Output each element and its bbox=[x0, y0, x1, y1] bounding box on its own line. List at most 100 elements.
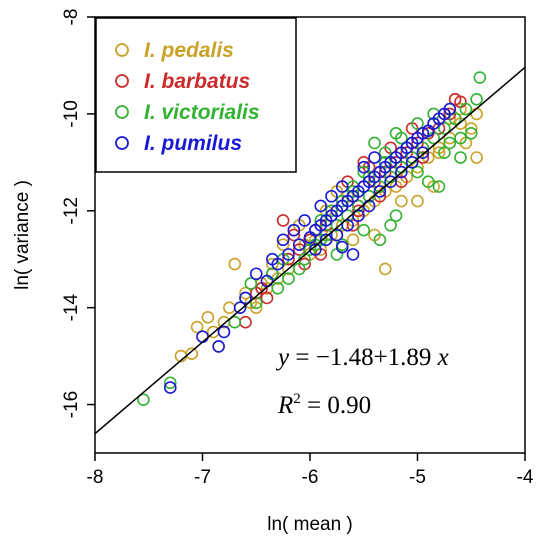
data-point bbox=[378, 156, 392, 169]
legend-marker bbox=[115, 136, 129, 150]
equation-var: x bbox=[437, 344, 449, 371]
data-point bbox=[357, 156, 371, 169]
data-point bbox=[411, 165, 424, 179]
regression-equation: y = −1.48+1.89 x bbox=[275, 344, 449, 371]
data-point bbox=[341, 219, 354, 232]
data-point bbox=[416, 141, 430, 155]
data-point bbox=[384, 219, 397, 232]
data-point bbox=[233, 301, 247, 314]
data-point bbox=[470, 93, 483, 106]
data-point bbox=[346, 248, 360, 261]
equation-lhs: y bbox=[275, 344, 290, 371]
data-point bbox=[470, 107, 483, 121]
data-point bbox=[282, 272, 295, 285]
data-point bbox=[432, 146, 446, 159]
data-point bbox=[185, 347, 199, 360]
data-point bbox=[368, 151, 381, 164]
data-point bbox=[292, 262, 306, 276]
data-point bbox=[298, 214, 311, 227]
data-point bbox=[325, 189, 338, 203]
data-point bbox=[303, 243, 317, 256]
data-point bbox=[190, 320, 204, 334]
data-point bbox=[470, 151, 483, 164]
series-i-pumilus bbox=[163, 102, 457, 394]
y-tick-label: -8 bbox=[61, 9, 82, 26]
x-tick-label: -4 bbox=[517, 467, 534, 488]
legend: I. pedalis I. barbatus I. victorialis I. pu… bbox=[95, 17, 297, 173]
x-tick-label: -7 bbox=[194, 467, 211, 488]
data-point bbox=[438, 122, 451, 135]
legend-marker bbox=[115, 74, 129, 88]
data-point bbox=[378, 146, 392, 159]
y-tick-label: -16 bbox=[61, 391, 82, 418]
data-point bbox=[137, 393, 150, 407]
x-axis-title: ln( mean ) bbox=[267, 514, 353, 535]
data-point bbox=[411, 194, 424, 208]
data-point bbox=[228, 315, 242, 329]
data-point bbox=[223, 301, 236, 314]
data-point bbox=[287, 228, 301, 242]
data-point bbox=[276, 214, 290, 227]
data-point bbox=[459, 102, 473, 116]
data-point bbox=[443, 102, 457, 116]
data-point bbox=[244, 277, 258, 290]
data-point bbox=[346, 185, 360, 198]
data-point bbox=[276, 233, 290, 247]
r2-base: R bbox=[277, 392, 293, 419]
legend-label: I. pumilus bbox=[144, 132, 242, 155]
data-point bbox=[217, 325, 231, 339]
data-point bbox=[448, 112, 462, 126]
data-point bbox=[330, 248, 344, 261]
data-point bbox=[325, 204, 338, 218]
legend-label: I. victorialis bbox=[144, 101, 260, 124]
data-point bbox=[335, 240, 349, 254]
legend-label: I. pedalis bbox=[144, 39, 234, 62]
data-point bbox=[416, 146, 430, 159]
y-tick-label: -14 bbox=[61, 294, 82, 322]
data-point bbox=[443, 136, 457, 150]
legend-marker bbox=[115, 43, 129, 57]
data-point bbox=[260, 291, 274, 305]
data-point bbox=[378, 262, 392, 276]
data-point bbox=[373, 185, 387, 198]
data-point bbox=[212, 340, 225, 353]
data-point bbox=[314, 214, 328, 227]
data-point bbox=[266, 252, 279, 266]
data-point bbox=[282, 252, 295, 266]
data-point bbox=[266, 257, 279, 271]
data-point bbox=[352, 204, 365, 218]
data-point bbox=[163, 381, 177, 394]
data-points bbox=[95, 66, 525, 435]
axes: -8 -7 -6 -5 -4 -16 -14 -12 -10 -8 bbox=[61, 9, 534, 488]
data-point bbox=[362, 170, 376, 184]
data-point bbox=[432, 180, 446, 193]
data-point bbox=[395, 131, 408, 145]
data-point bbox=[330, 228, 344, 242]
data-point bbox=[464, 126, 478, 140]
data-point bbox=[346, 219, 360, 232]
data-point bbox=[239, 291, 252, 305]
equation-rhs: −1.48+1.89 bbox=[316, 344, 438, 371]
data-point bbox=[464, 122, 478, 135]
data-point bbox=[395, 165, 408, 179]
data-point bbox=[346, 233, 360, 247]
r-squared: R2 = 0.90 bbox=[277, 391, 371, 419]
r2-value: = 0.90 bbox=[301, 392, 371, 419]
data-point bbox=[389, 209, 403, 222]
data-point bbox=[196, 330, 209, 344]
data-point bbox=[454, 151, 467, 164]
data-point bbox=[163, 376, 177, 390]
data-point bbox=[454, 131, 467, 145]
legend-label: I. barbatus bbox=[144, 70, 250, 93]
data-point bbox=[405, 156, 419, 169]
data-point bbox=[368, 136, 381, 150]
y-tick-label: -10 bbox=[61, 100, 82, 127]
data-point bbox=[201, 311, 215, 324]
data-point bbox=[357, 223, 371, 237]
data-point bbox=[384, 175, 397, 189]
legend-marker bbox=[115, 105, 129, 119]
data-point bbox=[249, 296, 263, 310]
r2-sup: 2 bbox=[293, 391, 301, 407]
y-tick-label: -12 bbox=[61, 197, 82, 224]
